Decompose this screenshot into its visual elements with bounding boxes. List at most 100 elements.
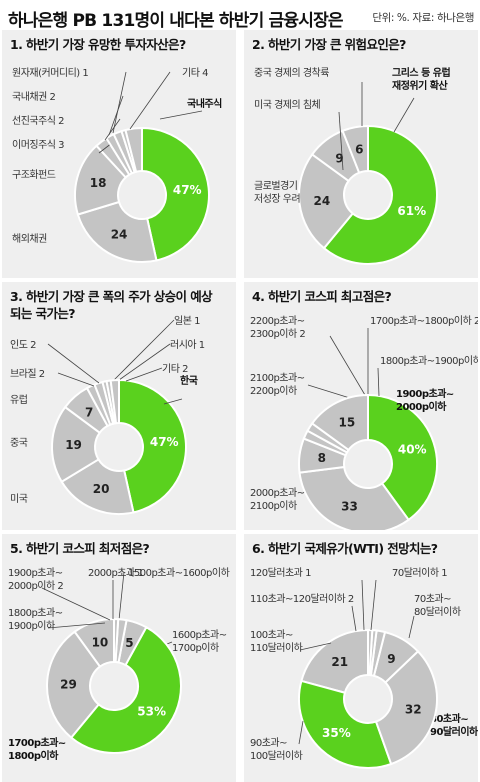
slice-category-label: 중국 bbox=[10, 437, 28, 449]
leader-line bbox=[299, 642, 332, 651]
leader-line bbox=[41, 587, 111, 621]
leader-line bbox=[104, 118, 121, 141]
panel-2: 2. 하반기 가장 큰 위험요인은? 61% 그리스 등 유럽 재정위기 확산 24 글… bbox=[244, 30, 478, 278]
panel-5: 5. 하반기 코스피 최저점은? 10 1500p초과~1600p이하 29 1600… bbox=[2, 534, 236, 782]
donut-slice bbox=[300, 628, 369, 694]
leader-line bbox=[129, 71, 171, 130]
leader-line bbox=[351, 605, 357, 632]
slice-category-label: 1800p초과~1900p이하 bbox=[380, 354, 478, 367]
slice-value-label: 20 bbox=[93, 482, 110, 496]
slice-value-label: 8 bbox=[318, 451, 326, 465]
slice-category-label: 110초과~120달러이하 2 bbox=[250, 592, 354, 605]
slice-category-label: 1700p초과~ 1800p이하 bbox=[8, 736, 66, 762]
leader-line bbox=[166, 641, 173, 645]
donut-slice bbox=[367, 628, 374, 677]
slice-value-label: 29 bbox=[60, 678, 77, 692]
donut-slice bbox=[341, 124, 369, 174]
slice-category-label: 1900p초과~ 2000p이하 2 bbox=[8, 567, 63, 592]
slice-category-label: 일본 1 bbox=[174, 315, 200, 327]
slice-category-label: 70달러이하 1 bbox=[392, 566, 447, 579]
slice-category-label: 1500p초과~1600p이하 bbox=[128, 566, 230, 579]
slice-value-label: 7 bbox=[85, 406, 93, 420]
slice-value-label: 61% bbox=[397, 204, 426, 218]
leader-line bbox=[118, 343, 171, 381]
leader-line bbox=[118, 571, 125, 621]
panel-6: 6. 하반기 국제유가(WTI) 전망치는? 21 70초과~ 80달러이하 35% 8… bbox=[244, 534, 478, 782]
leader-line bbox=[377, 367, 380, 397]
donut-slice bbox=[298, 679, 393, 769]
leader-line bbox=[307, 384, 354, 400]
donut-slice bbox=[113, 617, 120, 664]
slice-value-label: 53% bbox=[137, 705, 166, 719]
slice-category-label: 선진국주식 2 bbox=[12, 115, 64, 127]
slice-category-label: 기타 4 bbox=[182, 67, 208, 79]
panel-title: 5. 하반기 코스피 최저점은? bbox=[10, 541, 150, 556]
panel-title: 1. 하반기 가장 유망한 투자자산은? bbox=[10, 37, 186, 52]
slice-value-label: 33 bbox=[341, 500, 358, 514]
donut-chart-3: 47% 한국 20 미국 19 중국 7 유럽 브라질 2 인도 2 일본 1 러시아 1 기타 2 bbox=[10, 315, 205, 515]
slice-category-label: 미국 bbox=[10, 493, 28, 505]
slice-category-label: 2100p초과~ 2200p이하 bbox=[250, 372, 305, 397]
slice-category-label: 국내주식 bbox=[187, 97, 222, 110]
slice-value-label: 24 bbox=[314, 194, 331, 208]
slice-category-label: 글로벌경기 저성장 우려 bbox=[254, 179, 300, 205]
slice-value-label: 40% bbox=[398, 443, 427, 457]
leader-line bbox=[298, 720, 304, 745]
donut-slice bbox=[69, 625, 182, 754]
slice-category-label: 2200p초과~ 2300p이하 2 bbox=[250, 315, 305, 340]
donut-slice bbox=[374, 649, 438, 766]
donut-slice bbox=[310, 393, 369, 452]
slice-category-label: 80초과~ 90달러이하 bbox=[430, 712, 478, 738]
donut-chart-6: 21 70초과~ 80달러이하 35% 80초과~ 90달러이하 32 90초과~ 100달러이… bbox=[250, 566, 478, 769]
slice-value-label: 47% bbox=[173, 183, 202, 197]
source-note: 단위: %. 자료: 하나은행 bbox=[372, 12, 474, 24]
slice-category-label: 90초과~ 100달러이하 bbox=[250, 737, 303, 762]
slice-category-label: 70초과~ 80달러이하 bbox=[414, 593, 461, 618]
slice-category-label: 그리스 등 유럽 재정위기 확산 bbox=[392, 66, 450, 92]
donut-slice bbox=[322, 124, 438, 265]
donut-slice bbox=[367, 393, 438, 522]
donut-slice bbox=[51, 405, 102, 484]
slice-category-label: 브라질 2 bbox=[10, 368, 45, 380]
panel-1: 1. 하반기 가장 유망한 투자자산은? 47% 국내주식 24 해외채권 18 구조화펀… bbox=[2, 30, 236, 278]
panel-title: 3. 하반기 가장 큰 폭의 주가 상승이 예상 되는 국가는? bbox=[10, 289, 213, 321]
donut-slice bbox=[118, 378, 187, 514]
slice-category-label: 미국 경제의 침체 bbox=[254, 98, 321, 111]
donut-chart-2: 61% 그리스 등 유럽 재정위기 확산 24 글로벌경기 저성장 우려 9 미국 경제의 침… bbox=[254, 66, 451, 265]
slice-value-label: 21 bbox=[331, 655, 348, 669]
leader-line bbox=[125, 367, 163, 382]
slice-category-label: 유럽 bbox=[10, 394, 27, 406]
slice-category-label: 기타 2 bbox=[162, 363, 188, 375]
slice-value-label: 9 bbox=[387, 652, 395, 666]
donut-slice bbox=[298, 153, 355, 250]
slice-category-label: 1600p초과~ 1700p이하 bbox=[172, 629, 227, 654]
slice-category-label: 이머징주식 3 bbox=[12, 139, 64, 151]
slice-category-label: 2000p초과 1 bbox=[88, 567, 143, 579]
slice-value-label: 9 bbox=[335, 151, 343, 165]
slice-category-label: 국내채권 2 bbox=[12, 91, 55, 103]
donut-slice bbox=[298, 465, 410, 530]
slice-category-label: 해외채권 bbox=[12, 232, 47, 245]
slice-value-label: 10 bbox=[92, 636, 109, 650]
leader-line bbox=[163, 398, 183, 405]
main-title: 하나은행 PB 131명이 내다본 하반기 금융시장은 bbox=[8, 11, 344, 31]
slice-category-label: 한국 bbox=[180, 375, 198, 387]
slice-value-label: 18 bbox=[90, 176, 107, 190]
panel-4: 4. 하반기 코스피 최고점은? 40% 1900p초과~ 2000p이하 33 200… bbox=[244, 282, 478, 530]
slice-value-label: 5 bbox=[125, 636, 133, 650]
panel-title: 2. 하반기 가장 큰 위험요인은? bbox=[252, 37, 406, 52]
slice-category-label: 러시아 1 bbox=[170, 339, 205, 351]
leader-line bbox=[361, 579, 365, 631]
slice-category-label: 중국 경제의 경착륙 bbox=[254, 66, 329, 79]
slice-category-label: 인도 2 bbox=[10, 339, 36, 351]
leader-line bbox=[329, 335, 366, 396]
donut-chart-5: 10 1500p초과~1600p이하 29 1600p초과~ 1700p이하 53% 170… bbox=[8, 566, 230, 762]
leader-line bbox=[393, 97, 415, 133]
donut-slice bbox=[109, 378, 120, 425]
panel-title: 4. 하반기 코스피 최고점은? bbox=[252, 289, 392, 304]
leader-line bbox=[113, 319, 175, 381]
leader-line bbox=[338, 111, 344, 171]
leader-line bbox=[159, 110, 203, 120]
slice-value-label: 15 bbox=[339, 416, 356, 430]
